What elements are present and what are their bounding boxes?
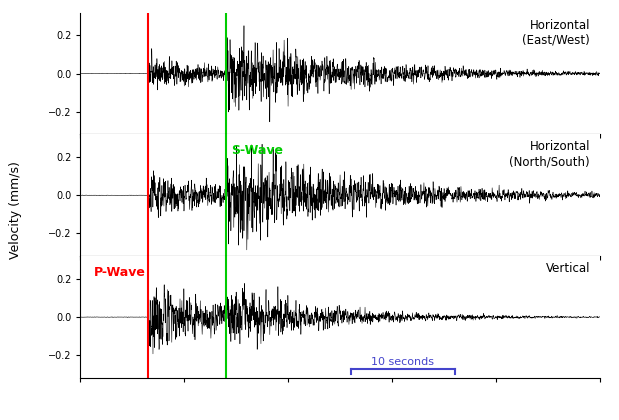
Text: S-Wave: S-Wave [232, 144, 284, 157]
Text: 10 seconds: 10 seconds [371, 357, 435, 367]
Text: P-Wave: P-Wave [94, 266, 146, 279]
Text: Horizontal
(North/South): Horizontal (North/South) [509, 140, 590, 168]
Text: Vertical: Vertical [545, 262, 590, 275]
Text: Velocity (mm/s): Velocity (mm/s) [9, 161, 22, 259]
Text: Horizontal
(East/West): Horizontal (East/West) [522, 19, 590, 47]
